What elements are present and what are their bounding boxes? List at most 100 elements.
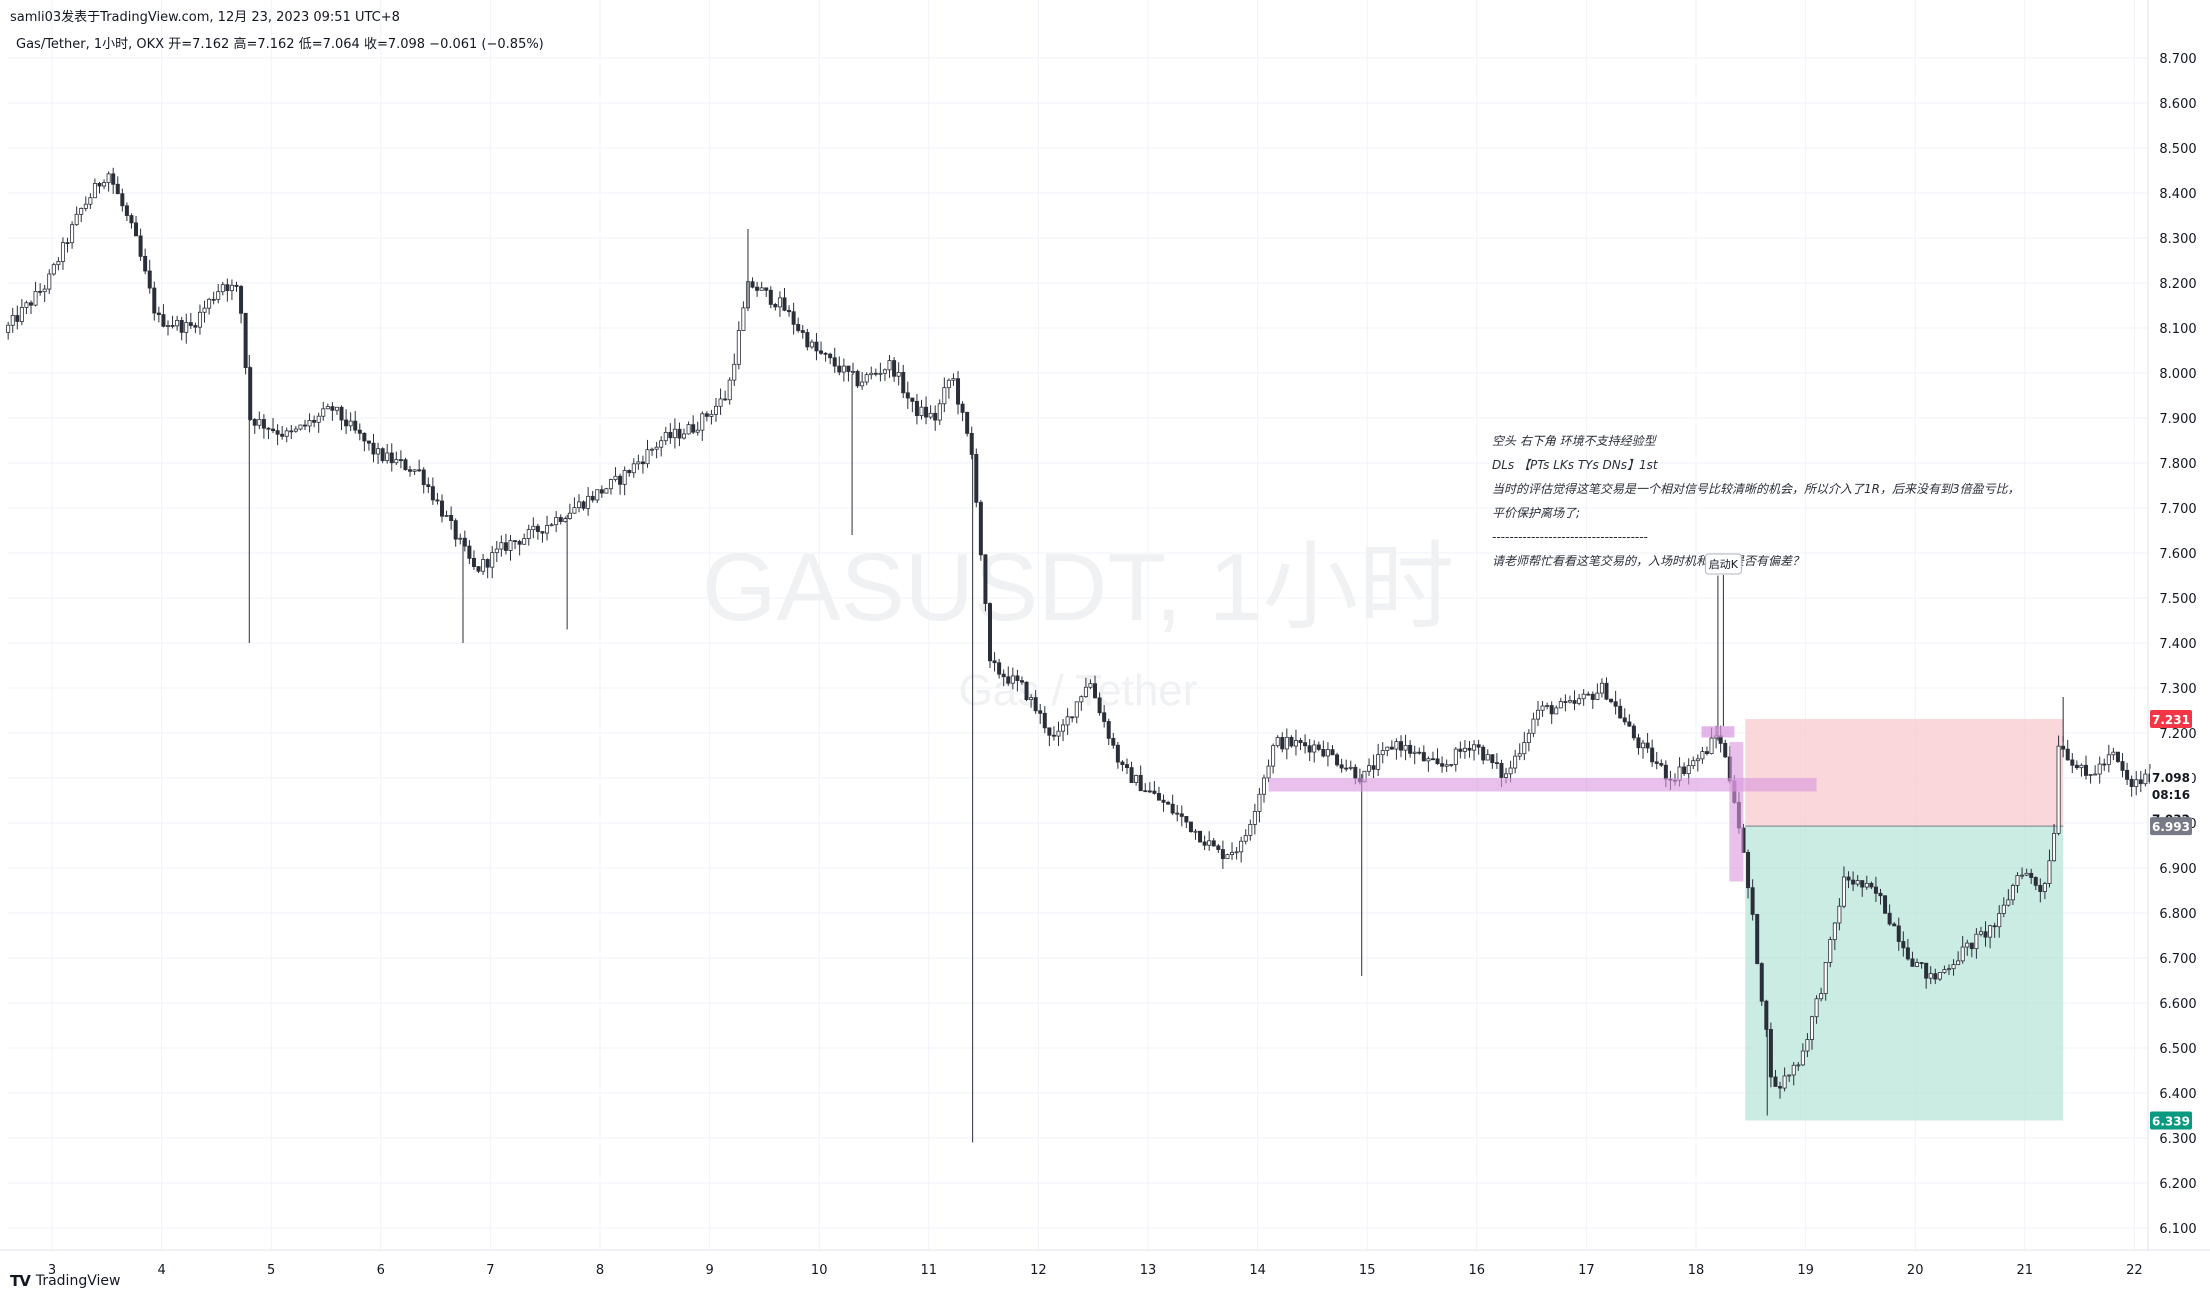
price-axis[interactable]: 8.700 8.600 8.500 8.400 8.300 8.200 8.100 8.000… xyxy=(2159,52,2196,1237)
candle-body xyxy=(1321,748,1326,757)
candle-body xyxy=(1883,895,1888,914)
candle-body xyxy=(882,369,887,374)
candle-body xyxy=(334,406,339,411)
candle-body xyxy=(841,365,846,373)
position-zones[interactable] xyxy=(1745,719,2064,1121)
candle-body xyxy=(1316,744,1321,750)
price-tick-label: 7.400 xyxy=(2159,637,2196,652)
candle-body xyxy=(846,365,851,372)
candle-body xyxy=(412,469,417,472)
candle-body xyxy=(1289,736,1294,747)
candle-body xyxy=(1458,748,1463,752)
candle-body xyxy=(33,290,38,306)
candle-body xyxy=(220,284,225,293)
candle-body xyxy=(184,322,189,333)
candle-body xyxy=(1846,876,1851,881)
candle-body xyxy=(1211,840,1216,847)
candle-body xyxy=(1138,774,1143,792)
candle-body xyxy=(1284,736,1289,750)
current-price-badge-bg xyxy=(2150,767,2192,786)
candle-body xyxy=(1567,700,1572,703)
candle-body xyxy=(837,365,842,373)
time-axis[interactable]: 3 4 5 6 7 8 9 10 11 12 13 14 15 16 17 18 19 20 21 22 xyxy=(48,1263,2143,1278)
take-profit-zone xyxy=(1745,826,2064,1121)
candle-body xyxy=(1663,764,1668,780)
candle-body xyxy=(965,411,970,434)
candle-body xyxy=(2079,764,2084,769)
candle-body xyxy=(1280,737,1285,750)
candle-body xyxy=(1051,734,1056,737)
candle-body xyxy=(613,475,618,480)
price-tick-label: 6.300 xyxy=(2159,1132,2196,1147)
candle-body xyxy=(960,403,965,413)
candle-body xyxy=(1353,766,1358,779)
candle-body xyxy=(1837,905,1842,924)
time-tick-label: 3 xyxy=(48,1263,56,1278)
candle-body xyxy=(1951,964,1956,970)
countdown-badge: 08:16 xyxy=(2152,788,2190,802)
candle-body xyxy=(284,430,289,437)
candle-body xyxy=(197,311,202,328)
candle-body xyxy=(768,289,773,305)
candle-body xyxy=(2006,899,2011,906)
candle-body xyxy=(298,424,303,430)
candle-body xyxy=(170,325,175,327)
candle-body xyxy=(1266,765,1271,779)
candle-body xyxy=(1175,812,1180,815)
candle-body xyxy=(312,419,317,423)
candle-body xyxy=(1335,754,1340,766)
candle-body xyxy=(289,430,294,433)
candle-body xyxy=(1184,816,1189,823)
support-highlight xyxy=(1268,778,1817,792)
candle-body xyxy=(339,406,344,421)
stop-price-badge-bg xyxy=(2150,710,2192,729)
candle-body xyxy=(663,431,668,442)
candle-body xyxy=(51,264,56,275)
candle-body xyxy=(1243,834,1248,842)
candle-body xyxy=(1956,960,1961,965)
time-tick-label: 6 xyxy=(377,1263,385,1278)
candle-body xyxy=(2015,875,2020,886)
candle-body xyxy=(1791,1064,1796,1076)
candle-body xyxy=(330,406,335,411)
candle-body xyxy=(2083,764,2088,776)
candle-body xyxy=(1782,1075,1787,1089)
candle-body xyxy=(1599,682,1604,694)
candle-body xyxy=(1554,707,1559,715)
tradingview-logo[interactable]: 𝗧𝗩 TradingView xyxy=(10,1272,120,1290)
candle-body xyxy=(1800,1050,1805,1066)
candle-body xyxy=(394,459,399,464)
candle-body xyxy=(193,325,198,328)
candle-body xyxy=(403,459,408,471)
candle-body xyxy=(1983,931,1988,938)
watermark: GASUSDT, 1小时 Gas / Tether xyxy=(702,534,1454,715)
overlays[interactable] xyxy=(1268,726,1817,882)
candle-body xyxy=(1307,745,1312,753)
candle-body xyxy=(759,287,764,291)
candle-body xyxy=(608,479,613,490)
candle-body xyxy=(1572,700,1577,704)
annotation-note[interactable]: 空头 右下角 环境不支持经验型 DLs 【PTs LKs TYs DNs】1st 当… xyxy=(1492,434,2020,727)
candle-body xyxy=(307,419,312,427)
candle-body xyxy=(1430,758,1435,761)
candle-body xyxy=(599,489,604,494)
candle-body xyxy=(1207,840,1212,846)
candle-body xyxy=(1709,737,1714,755)
time-tick-label: 5 xyxy=(267,1263,275,1278)
candle-body xyxy=(650,448,655,451)
candle-body xyxy=(439,500,444,517)
candle-body xyxy=(147,270,152,289)
candle-body xyxy=(1476,744,1481,748)
symbol-legend[interactable]: Gas/Tether, 1小时, OKX 开=7.162 高=7.162 低=7… xyxy=(16,33,544,52)
candle-body xyxy=(1006,676,1011,684)
candle-body xyxy=(896,371,901,377)
candle-body xyxy=(924,406,929,418)
candle-body xyxy=(2052,832,2057,862)
candle-body xyxy=(143,255,148,272)
candle-body xyxy=(417,469,422,472)
candle-body xyxy=(207,298,212,309)
candle-body xyxy=(997,662,1002,675)
price-tick-label: 6.600 xyxy=(2159,997,2196,1012)
